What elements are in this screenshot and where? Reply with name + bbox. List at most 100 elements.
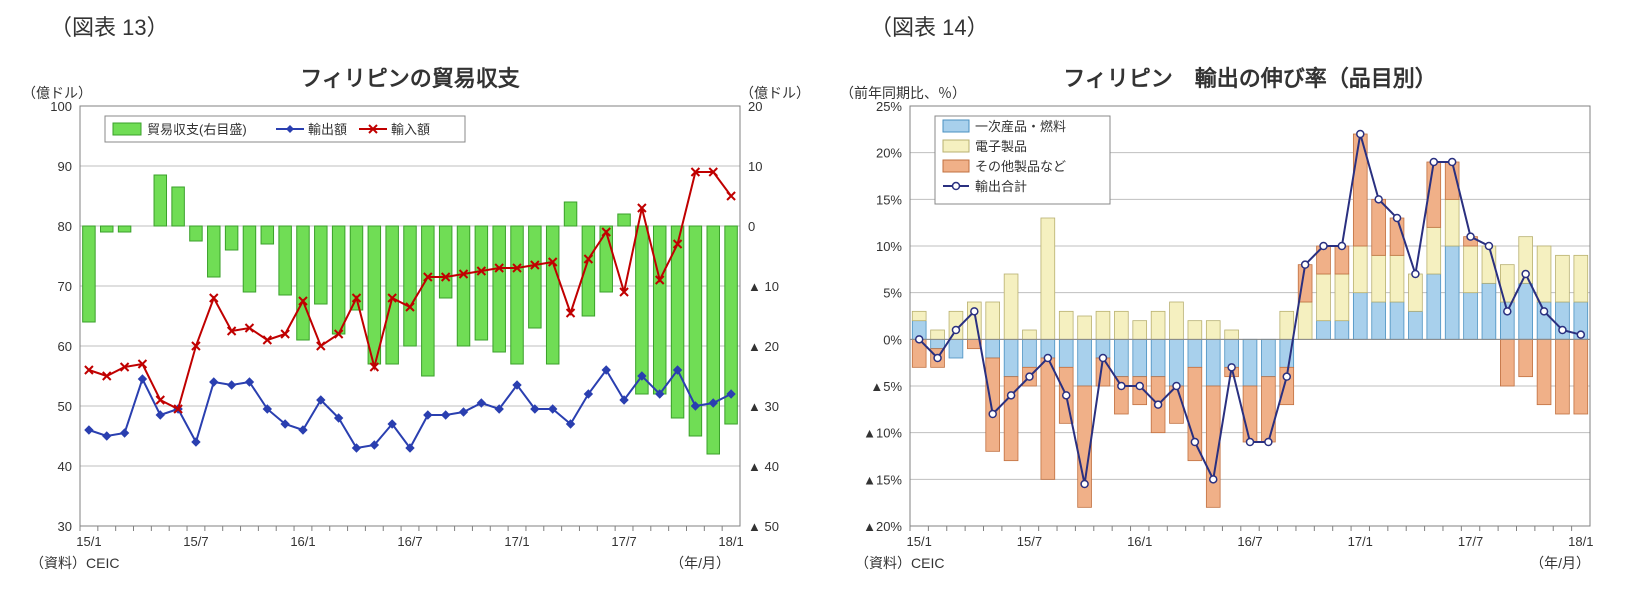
stacked-bar-segment xyxy=(1170,339,1184,386)
marker-circle xyxy=(952,327,959,334)
y-tick-label: 10% xyxy=(876,239,902,254)
stacked-bar-segment xyxy=(1372,255,1386,302)
y-left-tick: 90 xyxy=(58,159,72,174)
marker-circle xyxy=(1173,383,1180,390)
y-tick-label: 25% xyxy=(876,99,902,114)
balance-bar xyxy=(564,202,576,226)
stacked-bar-segment xyxy=(1519,339,1533,376)
balance-bar xyxy=(653,226,665,394)
y-right-tick: ▲ 20 xyxy=(748,339,779,354)
stacked-bar-segment xyxy=(1574,255,1588,302)
y-right-tick: ▲ 10 xyxy=(748,279,779,294)
stacked-bar-segment xyxy=(1004,339,1018,376)
marker-x xyxy=(727,192,735,200)
y-tick-label: 15% xyxy=(876,192,902,207)
stacked-bar-segment xyxy=(1464,293,1478,340)
stacked-bar-segment xyxy=(1409,311,1423,339)
stacked-bar-segment xyxy=(986,358,1000,451)
chart-title: フィリピンの貿易収支 xyxy=(300,66,521,91)
x-tick-label: 18/1 xyxy=(1568,534,1593,549)
marker-diamond xyxy=(85,426,93,434)
x-tick-label: 17/1 xyxy=(1348,534,1373,549)
marker-circle xyxy=(1302,261,1309,268)
balance-bar xyxy=(101,226,113,232)
marker-circle xyxy=(1210,476,1217,483)
stacked-bar-segment xyxy=(1519,283,1533,339)
stacked-bar-segment xyxy=(1298,302,1312,339)
stacked-bar-segment xyxy=(1372,302,1386,339)
stacked-bar-segment xyxy=(1556,339,1570,414)
stacked-bar-segment xyxy=(1078,339,1092,386)
stacked-bar-segment xyxy=(949,339,963,358)
marker-diamond xyxy=(192,438,200,446)
marker-circle xyxy=(1191,439,1198,446)
marker-circle xyxy=(1467,233,1474,240)
stacked-bar-segment xyxy=(1445,246,1459,339)
stacked-bar-segment xyxy=(1170,302,1184,339)
legend-swatch xyxy=(943,160,969,172)
stacked-bar-segment xyxy=(1243,386,1257,442)
marker-circle xyxy=(1247,439,1254,446)
balance-bar xyxy=(279,226,291,295)
x-tick-label: 15/1 xyxy=(907,534,932,549)
legend-label: 輸出合計 xyxy=(975,179,1027,194)
marker-circle xyxy=(916,336,923,343)
stacked-bar-segment xyxy=(1445,199,1459,246)
stacked-bar-segment xyxy=(1004,274,1018,339)
marker-circle xyxy=(1449,159,1456,166)
marker-circle xyxy=(1430,159,1437,166)
stacked-bar-segment xyxy=(1317,321,1331,340)
marker-circle xyxy=(1559,327,1566,334)
marker-circle xyxy=(1118,383,1125,390)
legend-swatch xyxy=(943,140,969,152)
legend-swatch xyxy=(943,120,969,132)
balance-bar xyxy=(243,226,255,292)
marker-circle xyxy=(989,411,996,418)
marker-x xyxy=(156,396,164,404)
legend-label: 輸入額 xyxy=(391,122,430,137)
balance-bar xyxy=(208,226,220,277)
chart-13-panel: （図表 13） フィリピンの貿易収支（億ドル）（億ドル）304050607080… xyxy=(10,10,810,606)
marker-circle xyxy=(1412,271,1419,278)
y-right-tick: 0 xyxy=(748,219,755,234)
y-left-tick: 40 xyxy=(58,459,72,474)
stacked-bar-segment xyxy=(1188,367,1202,460)
stacked-bar-segment xyxy=(931,330,945,339)
stacked-bar-segment xyxy=(1372,199,1386,255)
y-left-tick: 70 xyxy=(58,279,72,294)
marker-circle xyxy=(1155,401,1162,408)
stacked-bar-segment xyxy=(1041,218,1055,339)
stacked-bar-segment xyxy=(1390,218,1404,255)
stacked-bar-segment xyxy=(1409,274,1423,311)
y-left-tick: 50 xyxy=(58,399,72,414)
marker-circle xyxy=(1338,243,1345,250)
marker-circle xyxy=(1026,373,1033,380)
balance-bar xyxy=(404,226,416,346)
marker-circle xyxy=(1577,331,1584,338)
x-tick-label: 15/7 xyxy=(183,534,208,549)
marker-diamond xyxy=(103,432,111,440)
balance-bar xyxy=(154,175,166,226)
chart-title: フィリピン 輸出の伸び率（品目別） xyxy=(1063,66,1437,91)
x-tick-label: 16/1 xyxy=(1127,534,1152,549)
marker-circle xyxy=(1357,131,1364,138)
stacked-bar-segment xyxy=(986,339,1000,358)
balance-bar xyxy=(368,226,380,364)
marker-circle xyxy=(1504,308,1511,315)
y-left-tick: 100 xyxy=(50,99,72,114)
balance-bar xyxy=(190,226,202,241)
stacked-bar-segment xyxy=(912,311,926,320)
stacked-bar-segment xyxy=(986,302,1000,339)
y-tick-label: ▲20% xyxy=(863,519,902,534)
stacked-bar-segment xyxy=(1261,339,1275,376)
stacked-bar-segment xyxy=(1188,321,1202,340)
balance-bar xyxy=(600,226,612,292)
balance-bar xyxy=(297,226,309,340)
balance-bar xyxy=(261,226,273,244)
marker-circle xyxy=(1099,355,1106,362)
chart-14-fig-label: （図表 14） xyxy=(870,10,1630,42)
stacked-bar-segment xyxy=(1427,227,1441,274)
y-left-tick: 80 xyxy=(58,219,72,234)
stacked-bar-segment xyxy=(1464,246,1478,293)
stacked-bar-segment xyxy=(1188,339,1202,367)
